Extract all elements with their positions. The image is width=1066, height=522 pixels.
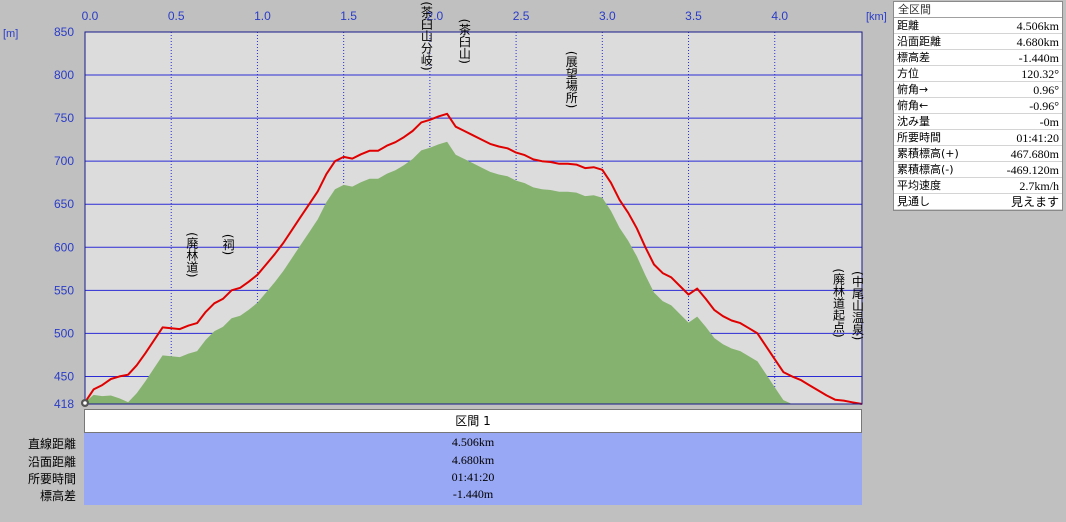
summary-label: 標高差 bbox=[894, 49, 985, 66]
plot-frame bbox=[84, 31, 863, 405]
summary-title: 全区間 bbox=[894, 2, 1062, 18]
summary-label: 距離 bbox=[894, 18, 985, 34]
summary-label: 所要時間 bbox=[894, 129, 985, 146]
waypoint-label: (茶臼山) bbox=[457, 19, 471, 64]
summary-label: 平均速度 bbox=[894, 177, 985, 194]
x-tick-label: 1.5 bbox=[340, 9, 357, 23]
summary-row: 距離 4.506km bbox=[894, 18, 1062, 34]
waypoint-label: (廃林道起点) bbox=[832, 268, 846, 337]
y-tick-label: 800 bbox=[54, 68, 74, 82]
x-tick-label: 4.0 bbox=[771, 9, 788, 23]
summary-panel: 全区間 距離 4.506km 沿面距離 4.680km 標高差 -1.440m 方位 120.… bbox=[893, 1, 1063, 211]
summary-value: -0m bbox=[984, 113, 1062, 130]
summary-label: 俯角→ bbox=[894, 81, 985, 98]
y-tick-label: 600 bbox=[54, 240, 74, 254]
summary-value: 2.7km/h bbox=[984, 177, 1062, 194]
x-tick-label: 2.0 bbox=[427, 9, 444, 23]
x-tick-label: 0.5 bbox=[168, 9, 185, 23]
x-tick-label: 0.0 bbox=[82, 9, 99, 23]
summary-value: 467.680m bbox=[984, 145, 1062, 162]
summary-value: -1.440m bbox=[984, 49, 1062, 66]
track-line bbox=[84, 112, 863, 405]
y-tick-label: 418 bbox=[54, 397, 74, 411]
summary-label: 累積標高(-) bbox=[894, 161, 985, 178]
section-header[interactable]: 区間 1 bbox=[84, 409, 862, 433]
summary-value: 4.506km bbox=[984, 18, 1062, 34]
waypoint-label: (中尾山温泉) bbox=[851, 271, 865, 340]
terrain-area bbox=[85, 141, 862, 405]
summary-value: 01:41:20 bbox=[984, 129, 1062, 146]
section-row-label: 標高差 bbox=[39, 489, 76, 503]
summary-row: 沈み量 -0m bbox=[894, 113, 1062, 130]
start-marker bbox=[81, 399, 89, 407]
summary-row: 標高差 -1.440m bbox=[894, 49, 1062, 66]
x-tick-label: 2.5 bbox=[513, 9, 530, 23]
waypoint-label: (展望場所) bbox=[564, 51, 578, 108]
summary-row: 累積標高(+) 467.680m bbox=[894, 145, 1062, 162]
x-unit-label: [km] bbox=[866, 11, 887, 23]
summary-row: 見通し 見えます bbox=[894, 193, 1062, 210]
summary-row: 沿面距離 4.680km bbox=[894, 33, 1062, 50]
summary-label: 沿面距離 bbox=[894, 33, 985, 50]
summary-label: 方位 bbox=[894, 65, 985, 82]
section-row-label: 所要時間 bbox=[27, 472, 76, 486]
section-row-label: 沿面距離 bbox=[27, 455, 76, 469]
summary-value: 0.96° bbox=[984, 81, 1062, 98]
waypoint-label: (廃林道) bbox=[185, 232, 199, 277]
section-table bbox=[84, 433, 862, 505]
summary-value: 4.680km bbox=[984, 33, 1062, 50]
section-row-value: 01:41:20 bbox=[451, 470, 495, 484]
waypoint-label: (祠) bbox=[221, 234, 235, 255]
x-tick-label: 3.5 bbox=[685, 9, 702, 23]
waypoint-label: (茶臼山分岐) bbox=[419, 1, 433, 70]
y-tick-label: 700 bbox=[54, 154, 74, 168]
summary-row: 所要時間 01:41:20 bbox=[894, 129, 1062, 146]
summary-row: 平均速度 2.7km/h bbox=[894, 177, 1062, 194]
summary-row: 俯角→ 0.96° bbox=[894, 81, 1062, 98]
y-tick-label: 750 bbox=[54, 111, 74, 125]
summary-value: 見えます bbox=[984, 193, 1062, 210]
x-tick-label: 3.0 bbox=[599, 9, 616, 23]
summary-label: 見通し bbox=[894, 193, 985, 210]
summary-label: 沈み量 bbox=[894, 113, 985, 130]
summary-value: -0.96° bbox=[984, 97, 1062, 114]
summary-label: 累積標高(+) bbox=[894, 145, 985, 162]
summary-value: 120.32° bbox=[984, 65, 1062, 82]
section-row-value: 4.680km bbox=[451, 453, 495, 467]
x-tick-label: 1.0 bbox=[254, 9, 271, 23]
section-row-value: -1.440m bbox=[452, 487, 494, 501]
summary-table: 距離 4.506km 沿面距離 4.680km 標高差 -1.440m 方位 120.32° 俯… bbox=[894, 18, 1062, 210]
section-row-value: 4.506km bbox=[451, 435, 495, 449]
summary-value: -469.120m bbox=[984, 161, 1062, 178]
summary-label: 俯角← bbox=[894, 97, 985, 114]
summary-row: 累積標高(-) -469.120m bbox=[894, 161, 1062, 178]
y-tick-label: 500 bbox=[54, 326, 74, 340]
y-unit-label: [m] bbox=[3, 28, 18, 40]
y-tick-label: 650 bbox=[54, 197, 74, 211]
summary-row: 俯角← -0.96° bbox=[894, 97, 1062, 114]
section-row-label: 直線距離 bbox=[27, 437, 76, 451]
y-tick-label: 550 bbox=[54, 283, 74, 297]
summary-row: 方位 120.32° bbox=[894, 65, 1062, 82]
y-tick-label: 850 bbox=[54, 25, 74, 39]
y-tick-label: 450 bbox=[54, 369, 74, 383]
